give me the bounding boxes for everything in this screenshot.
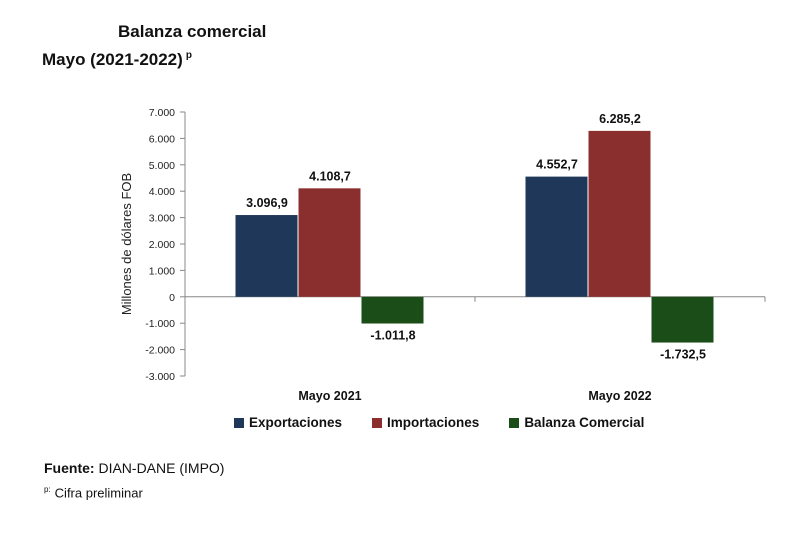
legend-swatch xyxy=(234,417,244,428)
legend-item: Importaciones xyxy=(372,415,479,430)
bar-balanza-comercial xyxy=(651,296,714,343)
data-label: 6.285,2 xyxy=(599,112,641,126)
chart-subtitle: Mayo (2021-2022) p xyxy=(42,50,192,70)
x-tick-label: Mayo 2021 xyxy=(298,389,361,403)
data-label: -1.732,5 xyxy=(660,348,706,362)
legend-item: Balanza Comercial xyxy=(509,415,644,430)
preliminary-note: p: Cifra preliminar xyxy=(44,485,143,500)
source-label: Fuente: xyxy=(44,460,95,476)
legend-swatch xyxy=(372,417,383,428)
y-tick-label: 5.000 xyxy=(149,160,175,172)
chart-legend: Exportaciones Importaciones Balanza Comerc… xyxy=(234,415,674,430)
x-tick-label: Mayo 2022 xyxy=(588,389,651,403)
bar-balanza-comercial xyxy=(361,296,424,324)
bar-exportaciones xyxy=(235,215,298,297)
source-text: DIAN-DANE (IMPO) xyxy=(98,460,225,476)
bar-importaciones xyxy=(298,188,361,297)
bar-chart: 7.000 6.000 5.000 4.000 3.000 2.000 1.000 0 -1.0… xyxy=(119,107,766,403)
y-tick-label: 4.000 xyxy=(149,186,175,198)
note-mark: p: xyxy=(44,485,51,494)
legend-label: Exportaciones xyxy=(249,415,343,430)
chart-subtitle-text: Mayo (2021-2022) xyxy=(42,50,183,69)
y-tick-label: 1.000 xyxy=(149,265,175,277)
y-tick-label: -2.000 xyxy=(145,345,175,357)
y-tick-label: 7.000 xyxy=(149,107,175,119)
preliminary-mark: p xyxy=(185,50,192,62)
data-label: 4.552,7 xyxy=(536,158,578,172)
bar-exportaciones xyxy=(525,176,588,297)
y-axis-title: Millones de dólares FOB xyxy=(119,173,134,315)
legend-label: Balanza Comercial xyxy=(524,415,645,430)
y-tick-label: 3.000 xyxy=(149,213,175,225)
data-label: -1.011,8 xyxy=(370,329,415,343)
y-tick-label: -1.000 xyxy=(145,318,175,330)
data-label: 3.096,9 xyxy=(246,196,288,210)
chart-title: Balanza comercial xyxy=(118,22,267,41)
y-tick-label: -3.000 xyxy=(145,371,175,383)
note-text: Cifra preliminar xyxy=(54,485,143,501)
legend-item: Exportaciones xyxy=(234,415,342,430)
bar-importaciones xyxy=(588,130,651,297)
y-tick-label: 6.000 xyxy=(149,133,175,145)
legend-label: Importaciones xyxy=(387,415,480,430)
legend-swatch xyxy=(509,417,520,428)
source-line: Fuente: DIAN-DANE (IMPO) xyxy=(44,460,224,476)
y-tick-label: 2.000 xyxy=(149,239,175,251)
data-label: 4.108,7 xyxy=(309,169,351,183)
y-tick-label: 0 xyxy=(169,292,175,304)
